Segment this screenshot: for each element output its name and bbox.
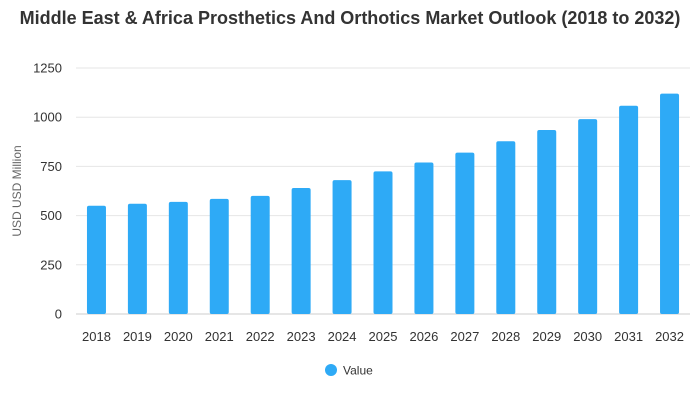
bar-2028[interactable] — [496, 141, 516, 314]
bar-2025[interactable] — [373, 171, 393, 314]
chart-title: Middle East & Africa Prosthetics And Ort… — [19, 8, 681, 28]
x-tick-label: 2018 — [82, 329, 111, 344]
bar-2022[interactable] — [250, 195, 270, 314]
y-tick-label: 500 — [40, 208, 62, 223]
bar-2031[interactable] — [619, 105, 639, 314]
y-tick-label: 1000 — [33, 110, 62, 125]
x-tick-label: 2019 — [123, 329, 152, 344]
x-tick-label: 2028 — [491, 329, 520, 344]
legend-marker-value — [325, 364, 337, 376]
bar-2018[interactable] — [86, 205, 106, 314]
bar-2020[interactable] — [168, 201, 188, 314]
y-tick-label: 250 — [40, 257, 62, 272]
x-tick-label: 2026 — [409, 329, 438, 344]
bar-2029[interactable] — [537, 129, 557, 314]
bar-2027[interactable] — [455, 152, 475, 314]
bar-2021[interactable] — [209, 198, 229, 314]
bar-2019[interactable] — [127, 203, 147, 314]
x-tick-label: 2025 — [369, 329, 398, 344]
bar-2032[interactable] — [660, 93, 680, 314]
y-axis-label: USD USD Million — [10, 145, 24, 236]
y-tick-label: 0 — [55, 307, 62, 322]
bar-2024[interactable] — [332, 180, 352, 314]
x-tick-label: 2031 — [614, 329, 643, 344]
x-tick-label: 2024 — [328, 329, 357, 344]
x-tick-label: 2023 — [287, 329, 316, 344]
legend[interactable]: Value — [325, 364, 373, 378]
x-tick-label: 2027 — [450, 329, 479, 344]
bar-2023[interactable] — [291, 188, 311, 314]
legend-label-value: Value — [343, 364, 373, 378]
y-tick-labels: 0 250 500 750 1000 1250 — [33, 61, 62, 322]
x-tick-label: 2032 — [655, 329, 684, 344]
y-tick-label: 1250 — [33, 61, 62, 76]
x-tick-label: 2022 — [246, 329, 275, 344]
x-tick-label: 2021 — [205, 329, 234, 344]
x-tick-label: 2030 — [573, 329, 602, 344]
y-tick-label: 750 — [40, 159, 62, 174]
bar-2030[interactable] — [578, 119, 598, 314]
x-tick-label: 2029 — [532, 329, 561, 344]
bar-2026[interactable] — [414, 162, 434, 314]
x-tick-labels: 2018 2019 2020 2021 2022 2023 2024 2025 2026 2027… — [82, 329, 684, 344]
x-tick-label: 2020 — [164, 329, 193, 344]
bars — [86, 93, 680, 314]
